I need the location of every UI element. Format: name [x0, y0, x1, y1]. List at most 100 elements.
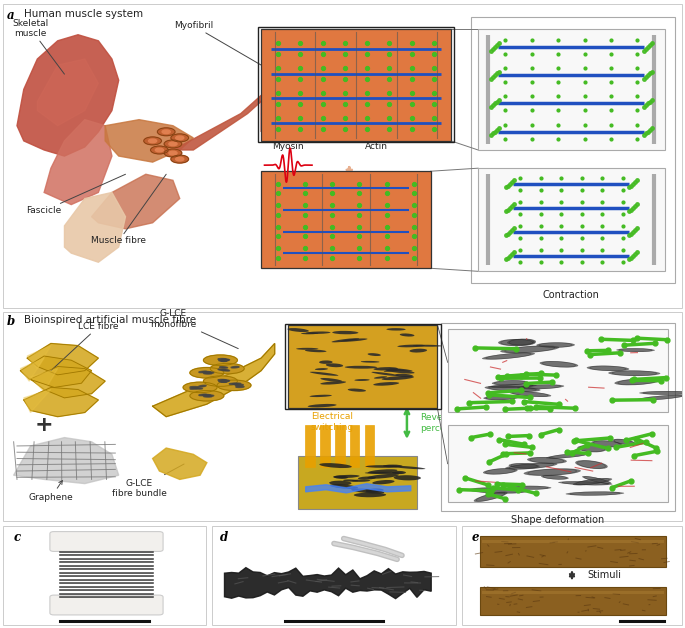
Ellipse shape [229, 383, 238, 384]
Circle shape [210, 364, 244, 374]
Text: Actin: Actin [365, 143, 388, 151]
Ellipse shape [541, 475, 569, 480]
Polygon shape [153, 448, 207, 479]
Polygon shape [153, 344, 275, 417]
Ellipse shape [334, 475, 348, 479]
Ellipse shape [219, 381, 227, 382]
FancyBboxPatch shape [478, 29, 664, 150]
FancyBboxPatch shape [482, 592, 664, 594]
Polygon shape [105, 120, 193, 162]
Polygon shape [14, 438, 119, 484]
Ellipse shape [488, 384, 537, 388]
Ellipse shape [577, 445, 607, 452]
FancyBboxPatch shape [480, 587, 667, 615]
Ellipse shape [319, 463, 352, 468]
Text: G-LCE
monofibre: G-LCE monofibre [150, 310, 238, 349]
FancyBboxPatch shape [441, 323, 675, 511]
Ellipse shape [367, 474, 399, 479]
Ellipse shape [332, 338, 359, 342]
Text: b: b [7, 315, 15, 328]
Ellipse shape [392, 471, 406, 474]
FancyBboxPatch shape [447, 329, 668, 413]
Ellipse shape [484, 395, 519, 400]
Text: Shape deformation: Shape deformation [511, 515, 604, 525]
Ellipse shape [326, 364, 343, 367]
Ellipse shape [558, 481, 612, 485]
Ellipse shape [509, 463, 540, 468]
Text: LC aligned composition: LC aligned composition [501, 425, 615, 435]
FancyBboxPatch shape [50, 595, 163, 615]
Circle shape [162, 130, 171, 134]
Ellipse shape [591, 440, 623, 447]
Ellipse shape [395, 374, 413, 377]
Ellipse shape [366, 465, 399, 468]
FancyBboxPatch shape [3, 312, 682, 521]
Ellipse shape [310, 395, 332, 397]
Ellipse shape [410, 349, 427, 352]
Polygon shape [64, 192, 125, 263]
Ellipse shape [232, 367, 239, 368]
Ellipse shape [374, 376, 387, 379]
Ellipse shape [233, 383, 240, 384]
Circle shape [183, 382, 217, 392]
Circle shape [203, 355, 238, 365]
Polygon shape [44, 120, 112, 205]
FancyBboxPatch shape [320, 425, 329, 467]
Ellipse shape [321, 381, 346, 384]
Text: Relaxation: Relaxation [545, 165, 597, 175]
FancyBboxPatch shape [350, 425, 360, 467]
Ellipse shape [507, 338, 536, 345]
FancyBboxPatch shape [288, 325, 438, 408]
Ellipse shape [384, 369, 401, 372]
Text: Human muscle system: Human muscle system [24, 9, 143, 19]
Polygon shape [27, 344, 99, 375]
Ellipse shape [389, 368, 412, 371]
Ellipse shape [608, 371, 660, 376]
Text: e: e [471, 531, 479, 544]
Circle shape [190, 367, 224, 378]
Ellipse shape [203, 373, 212, 374]
FancyBboxPatch shape [478, 168, 664, 271]
Ellipse shape [484, 386, 540, 392]
Text: Skeletal
muscle: Skeletal muscle [12, 19, 64, 74]
Ellipse shape [372, 480, 395, 484]
Ellipse shape [222, 359, 229, 360]
FancyBboxPatch shape [261, 29, 451, 141]
FancyBboxPatch shape [480, 536, 667, 567]
Text: Graphene: Graphene [29, 480, 73, 502]
Text: a: a [7, 9, 14, 22]
Circle shape [169, 142, 177, 146]
Polygon shape [21, 356, 92, 387]
Ellipse shape [546, 453, 590, 458]
Ellipse shape [373, 382, 399, 386]
Ellipse shape [354, 379, 370, 381]
Ellipse shape [614, 378, 660, 385]
Ellipse shape [221, 360, 229, 361]
Polygon shape [31, 367, 105, 398]
Ellipse shape [199, 394, 207, 396]
Ellipse shape [394, 475, 421, 480]
Circle shape [151, 146, 169, 154]
Ellipse shape [386, 369, 414, 374]
Ellipse shape [366, 489, 384, 493]
Circle shape [164, 149, 182, 157]
Ellipse shape [206, 372, 214, 373]
Polygon shape [24, 389, 51, 413]
Polygon shape [17, 35, 119, 156]
Ellipse shape [353, 492, 386, 497]
Ellipse shape [329, 480, 351, 485]
Ellipse shape [348, 389, 366, 392]
FancyBboxPatch shape [365, 425, 375, 467]
Text: +: + [35, 415, 53, 435]
Ellipse shape [219, 369, 226, 371]
Text: c: c [14, 531, 21, 544]
Ellipse shape [329, 484, 358, 489]
Ellipse shape [639, 391, 685, 395]
Ellipse shape [361, 361, 379, 362]
Text: Myosin: Myosin [273, 143, 304, 151]
Circle shape [171, 155, 188, 163]
Ellipse shape [221, 381, 229, 382]
Ellipse shape [306, 332, 331, 334]
Ellipse shape [219, 360, 227, 362]
Text: Contraction: Contraction [543, 290, 600, 300]
